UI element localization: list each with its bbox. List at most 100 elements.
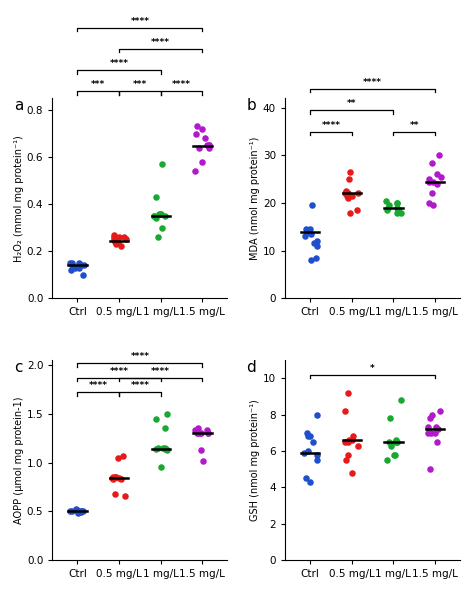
Point (193, 122, 201, 131)
Point (203, 141, 211, 150)
Point (343, 455, 350, 465)
Point (309, 200, 316, 210)
Point (196, 429, 203, 438)
Point (120, 232, 128, 242)
Point (386, 413, 393, 423)
Point (192, 129, 200, 138)
Point (163, 409, 171, 419)
Point (154, 443, 161, 452)
Point (115, 473, 123, 483)
Point (348, 468, 356, 477)
Point (194, 423, 202, 433)
Point (307, 225, 314, 234)
Point (75, 258, 82, 267)
Text: ****: **** (109, 366, 128, 375)
Point (194, 429, 202, 438)
Point (161, 211, 169, 221)
Point (77, 508, 84, 517)
Point (392, 435, 400, 445)
Point (313, 237, 320, 246)
Point (428, 410, 436, 419)
Point (162, 444, 169, 454)
Point (108, 473, 116, 483)
Point (434, 425, 442, 434)
Point (75, 263, 82, 272)
Point (112, 473, 120, 482)
Text: ****: **** (109, 59, 128, 68)
Point (73, 506, 81, 515)
Point (121, 491, 129, 500)
Point (205, 141, 212, 150)
Point (109, 473, 117, 482)
Point (303, 428, 311, 438)
Point (205, 429, 212, 438)
Point (152, 192, 160, 202)
Point (354, 189, 362, 198)
Point (345, 388, 352, 397)
Point (193, 429, 201, 438)
Point (157, 209, 165, 218)
Point (111, 489, 119, 499)
Text: ****: **** (130, 17, 149, 25)
Point (427, 428, 435, 438)
Point (203, 426, 211, 435)
Point (110, 235, 118, 244)
Point (346, 167, 354, 177)
Point (434, 437, 441, 447)
Point (304, 432, 311, 441)
Point (153, 213, 160, 223)
Point (383, 455, 391, 465)
Point (424, 423, 432, 432)
Point (68, 258, 76, 267)
Point (302, 225, 310, 234)
Point (341, 189, 349, 198)
Point (433, 179, 441, 189)
Point (154, 232, 161, 242)
Point (428, 158, 436, 167)
Point (426, 174, 433, 184)
Point (428, 189, 436, 198)
Point (383, 205, 391, 215)
Point (394, 205, 402, 215)
Point (437, 406, 444, 416)
Point (307, 432, 314, 441)
Text: **: ** (347, 99, 356, 108)
Point (158, 223, 166, 232)
Point (77, 260, 84, 270)
Point (427, 464, 434, 474)
Point (158, 160, 166, 169)
Y-axis label: MDA (nmol mg protein⁻¹): MDA (nmol mg protein⁻¹) (250, 136, 260, 260)
Text: ***: *** (91, 80, 105, 89)
Point (313, 455, 321, 465)
Text: ****: **** (130, 381, 149, 390)
Point (201, 133, 209, 143)
Point (72, 263, 79, 272)
Point (73, 506, 81, 516)
Point (433, 423, 440, 432)
Point (77, 506, 85, 516)
Point (152, 414, 160, 423)
Point (427, 413, 434, 423)
Point (307, 229, 315, 239)
Point (111, 237, 118, 247)
Point (388, 441, 395, 450)
Point (73, 505, 80, 514)
Text: c: c (14, 360, 22, 375)
Point (384, 203, 392, 212)
Point (301, 448, 308, 458)
Point (397, 396, 404, 405)
Point (341, 406, 348, 416)
Point (206, 141, 213, 150)
Point (437, 172, 444, 181)
Point (199, 157, 206, 167)
Point (348, 435, 356, 445)
Point (393, 208, 401, 217)
Text: ***: *** (133, 80, 147, 89)
Point (164, 445, 171, 455)
Point (303, 227, 311, 237)
Point (80, 260, 88, 270)
Point (313, 450, 321, 460)
Text: a: a (14, 98, 23, 113)
Point (204, 429, 211, 438)
Point (191, 167, 199, 176)
